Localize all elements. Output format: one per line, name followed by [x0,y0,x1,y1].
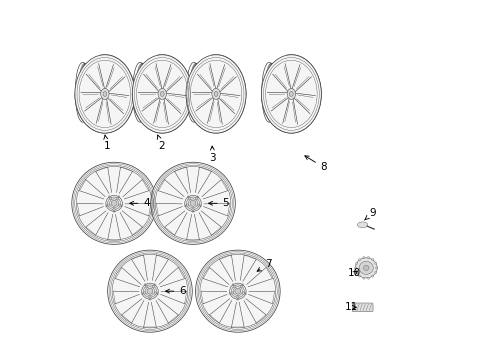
Ellipse shape [242,292,245,294]
Ellipse shape [235,288,241,294]
Text: 5: 5 [209,198,229,208]
Ellipse shape [151,162,235,244]
Ellipse shape [190,201,196,206]
Ellipse shape [117,197,119,200]
Ellipse shape [75,55,135,133]
Ellipse shape [363,257,365,258]
Ellipse shape [196,197,197,200]
Ellipse shape [214,91,218,96]
Ellipse shape [186,204,189,206]
Ellipse shape [188,197,191,200]
Ellipse shape [109,197,112,200]
Ellipse shape [149,296,151,298]
Ellipse shape [375,271,377,274]
Ellipse shape [132,55,192,133]
Text: 7: 7 [257,259,271,271]
Ellipse shape [355,267,357,269]
Text: 3: 3 [209,146,216,163]
Ellipse shape [158,89,167,99]
Ellipse shape [185,195,201,211]
Ellipse shape [212,89,220,99]
Ellipse shape [108,250,192,332]
Ellipse shape [103,91,107,96]
Text: 10: 10 [348,268,361,278]
Text: 9: 9 [365,208,376,220]
Ellipse shape [142,283,158,299]
Text: 1: 1 [103,135,110,151]
Ellipse shape [106,195,122,211]
Ellipse shape [368,257,369,258]
Ellipse shape [363,277,365,279]
Ellipse shape [240,285,243,288]
Ellipse shape [368,277,369,279]
Ellipse shape [233,285,236,288]
Ellipse shape [152,285,155,288]
Text: 6: 6 [166,286,186,296]
Ellipse shape [358,222,368,228]
FancyBboxPatch shape [352,303,373,312]
Text: 4: 4 [130,198,150,208]
Ellipse shape [359,261,373,274]
Ellipse shape [237,296,239,298]
Ellipse shape [113,208,115,211]
Ellipse shape [119,204,121,206]
Text: 11: 11 [345,302,359,312]
Ellipse shape [100,89,109,99]
Text: 8: 8 [305,156,327,172]
Ellipse shape [196,250,280,332]
Ellipse shape [376,267,378,269]
Ellipse shape [186,55,246,133]
Ellipse shape [261,55,321,133]
Ellipse shape [359,275,361,277]
Ellipse shape [356,262,358,264]
Ellipse shape [111,201,117,206]
Ellipse shape [146,285,147,288]
Ellipse shape [355,258,377,278]
Ellipse shape [372,258,374,261]
Ellipse shape [160,91,164,96]
Ellipse shape [230,283,246,299]
Ellipse shape [287,89,295,99]
Text: 2: 2 [157,135,165,151]
Ellipse shape [356,271,358,274]
Ellipse shape [290,91,293,96]
Ellipse shape [154,292,157,294]
Ellipse shape [72,162,156,244]
Ellipse shape [147,288,153,294]
Ellipse shape [197,204,200,206]
Ellipse shape [359,258,361,261]
Ellipse shape [372,275,374,277]
Ellipse shape [364,265,369,270]
Ellipse shape [192,208,194,211]
Ellipse shape [143,292,146,294]
Ellipse shape [375,262,377,264]
Ellipse shape [107,204,110,206]
Ellipse shape [231,292,233,294]
